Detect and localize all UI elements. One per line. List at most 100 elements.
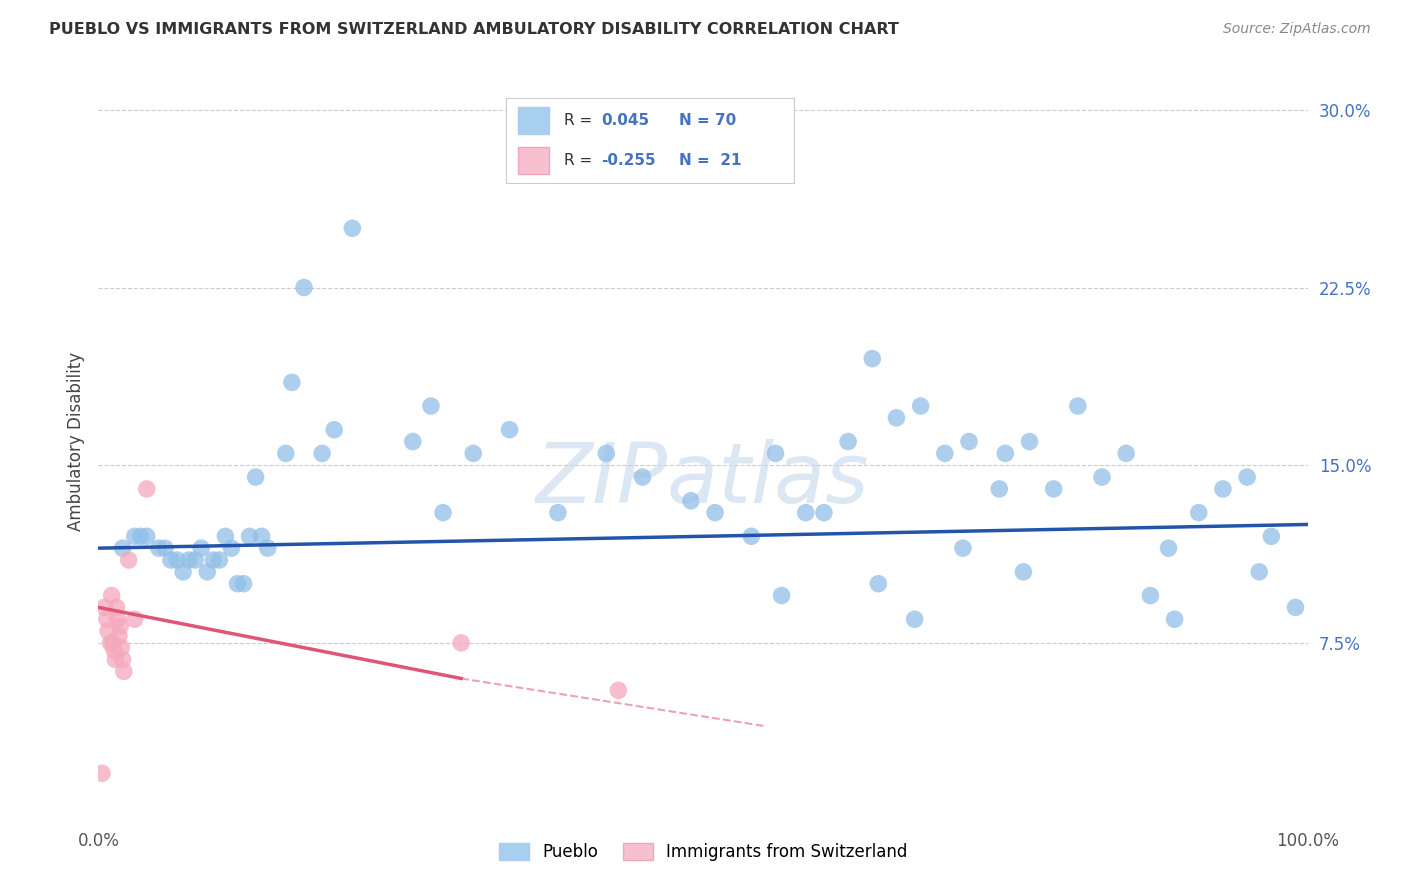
Point <box>190 541 212 556</box>
Point <box>179 553 201 567</box>
Point <box>100 589 122 603</box>
Point <box>105 600 128 615</box>
Point <box>184 553 207 567</box>
Point <box>118 553 141 567</box>
Point <box>631 470 654 484</box>
Point <box>245 470 267 484</box>
Point <box>135 482 157 496</box>
Point <box>679 493 702 508</box>
Point <box>1139 589 1161 603</box>
Legend: Pueblo, Immigrants from Switzerland: Pueblo, Immigrants from Switzerland <box>491 834 915 869</box>
Point <box>498 423 520 437</box>
Point <box>934 446 956 460</box>
Point <box>153 541 176 556</box>
Point <box>112 665 135 679</box>
Point <box>311 446 333 460</box>
Point <box>1163 612 1185 626</box>
Text: R =: R = <box>564 112 592 128</box>
Point <box>547 506 569 520</box>
Point <box>402 434 425 449</box>
Point <box>595 446 617 460</box>
Point <box>952 541 974 556</box>
Point <box>97 624 120 639</box>
Point <box>1091 470 1114 484</box>
Point <box>226 576 249 591</box>
Point <box>904 612 927 626</box>
Point <box>111 652 134 666</box>
Point <box>202 553 225 567</box>
Point <box>342 221 364 235</box>
Point <box>101 636 124 650</box>
Point <box>1236 470 1258 484</box>
Point <box>195 565 218 579</box>
FancyBboxPatch shape <box>517 107 550 134</box>
Point <box>450 636 472 650</box>
Point <box>108 619 131 633</box>
Point <box>813 506 835 520</box>
Point <box>765 446 787 460</box>
Point <box>910 399 932 413</box>
Point <box>463 446 485 460</box>
Point <box>323 423 346 437</box>
Point <box>214 529 236 543</box>
Point <box>292 280 315 294</box>
Point <box>1260 529 1282 543</box>
Point <box>103 643 125 657</box>
Point <box>108 629 131 643</box>
Point <box>420 399 443 413</box>
Point <box>281 376 304 390</box>
Point <box>957 434 980 449</box>
Point <box>91 766 114 780</box>
Point <box>100 636 122 650</box>
Point <box>124 529 146 543</box>
Point <box>110 640 132 655</box>
Point <box>432 506 454 520</box>
Y-axis label: Ambulatory Disability: Ambulatory Disability <box>66 352 84 531</box>
Point <box>274 446 297 460</box>
Point <box>221 541 243 556</box>
Point <box>111 541 134 556</box>
Point <box>256 541 278 556</box>
Point <box>129 529 152 543</box>
FancyBboxPatch shape <box>517 147 550 175</box>
Text: -0.255: -0.255 <box>602 153 657 169</box>
Point <box>1284 600 1306 615</box>
Point <box>93 600 115 615</box>
Point <box>1012 565 1035 579</box>
Point <box>107 612 129 626</box>
Text: 0.045: 0.045 <box>602 112 650 128</box>
Point <box>1157 541 1180 556</box>
Point <box>104 652 127 666</box>
Text: N =  21: N = 21 <box>679 153 741 169</box>
Point <box>1115 446 1137 460</box>
Point <box>794 506 817 520</box>
Text: PUEBLO VS IMMIGRANTS FROM SWITZERLAND AMBULATORY DISABILITY CORRELATION CHART: PUEBLO VS IMMIGRANTS FROM SWITZERLAND AM… <box>49 22 898 37</box>
Point <box>868 576 890 591</box>
Point <box>837 434 859 449</box>
Point <box>1188 506 1211 520</box>
Point <box>988 482 1011 496</box>
Point <box>166 553 188 567</box>
Point <box>1067 399 1090 413</box>
Point <box>232 576 254 591</box>
Point <box>886 410 908 425</box>
Point <box>1042 482 1064 496</box>
Point <box>607 683 630 698</box>
Text: ZIPatlas: ZIPatlas <box>536 439 870 520</box>
Point <box>160 553 183 567</box>
Point <box>770 589 793 603</box>
Point <box>172 565 194 579</box>
Point <box>1212 482 1234 496</box>
Point <box>208 553 231 567</box>
Text: Source: ZipAtlas.com: Source: ZipAtlas.com <box>1223 22 1371 37</box>
Point <box>860 351 883 366</box>
Point <box>704 506 727 520</box>
Point <box>148 541 170 556</box>
Text: R =: R = <box>564 153 592 169</box>
Point <box>124 612 146 626</box>
Point <box>1018 434 1040 449</box>
Point <box>1249 565 1271 579</box>
Point <box>239 529 262 543</box>
Text: N = 70: N = 70 <box>679 112 737 128</box>
Point <box>250 529 273 543</box>
